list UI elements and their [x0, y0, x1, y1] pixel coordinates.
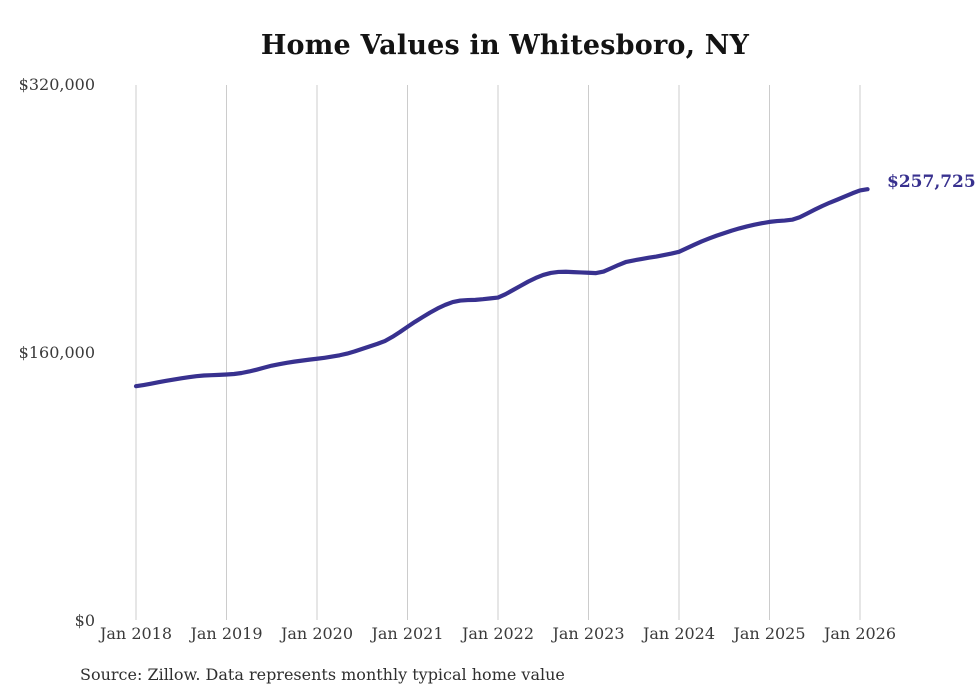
y-tick-label: $0 [74, 610, 95, 630]
home-value-line [133, 187, 870, 389]
y-tick-label: $160,000 [18, 342, 95, 362]
chart-title: Home Values in Whitesboro, NY [260, 30, 750, 61]
x-tick-label: Jan 2024 [642, 624, 716, 643]
x-tick-label: Jan 2022 [461, 624, 535, 643]
x-tick-label: Jan 2025 [733, 624, 806, 643]
source-note: Source: Zillow. Data represents monthly … [80, 665, 565, 684]
x-tick-label: Jan 2023 [552, 624, 625, 643]
x-tick-label: Jan 2018 [99, 624, 173, 643]
y-tick-label: $320,000 [18, 75, 95, 94]
x-tick-label: Jan 2019 [190, 624, 263, 643]
x-tick-label: Jan 2021 [371, 624, 444, 643]
x-tick-label: Jan 2026 [823, 624, 897, 643]
latest-value-label: $257,725 [887, 172, 976, 192]
x-tick-label: Jan 2020 [280, 624, 354, 643]
